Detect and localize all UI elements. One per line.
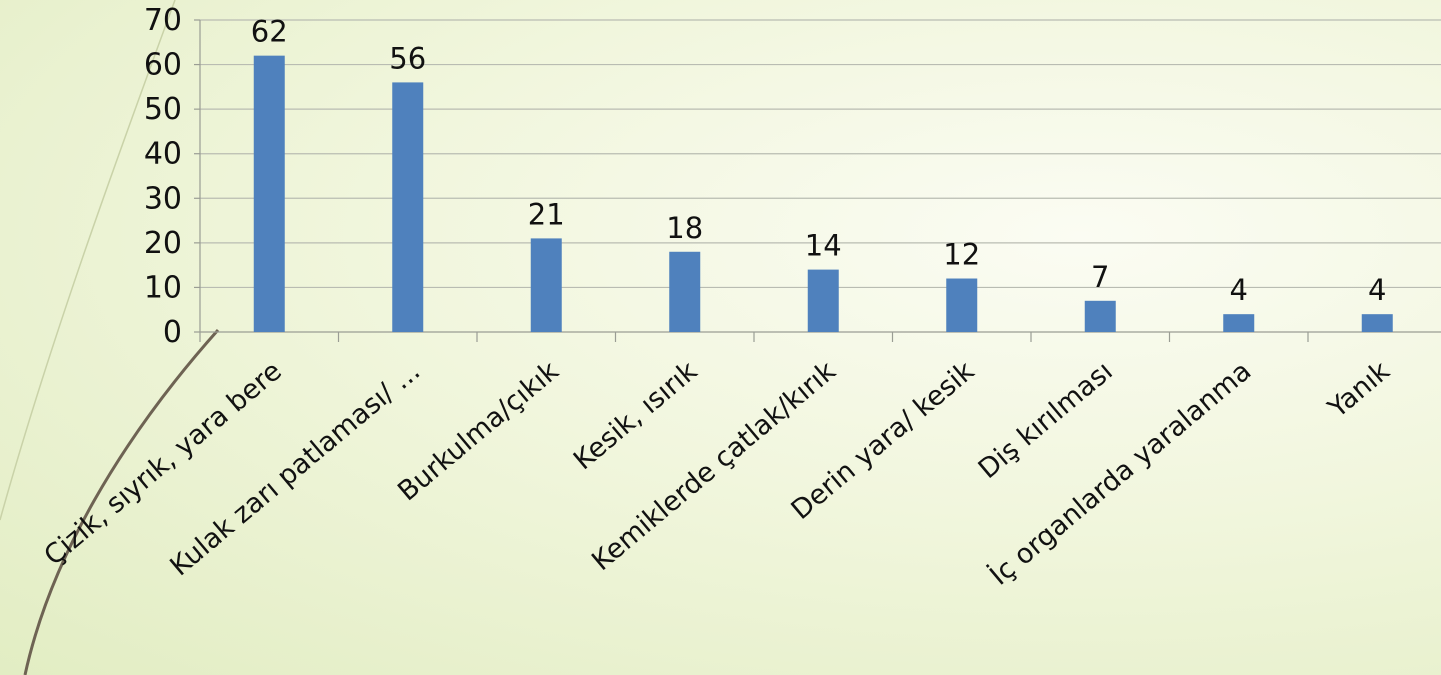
bar [1223,314,1255,332]
bar [1084,300,1116,332]
decorative-curve-thin [0,0,176,521]
bar [946,278,978,332]
bar [530,238,562,332]
bar [807,269,839,332]
category-label: Yanık [1322,355,1396,424]
y-tick-label: 20 [144,226,182,261]
bar [392,82,424,333]
data-label: 14 [805,229,842,263]
category-label: Diş kırılması [973,356,1119,486]
data-labels: 62 56 21 18 14 12 7 4 4 [251,15,1387,308]
category-label: Kulak zarı patlaması/ ... [164,356,426,583]
data-label: 12 [943,238,980,272]
y-tick-label: 0 [163,315,182,350]
y-tick-label: 10 [144,270,182,305]
y-tick-label: 30 [144,181,182,216]
data-label: 4 [1368,273,1386,307]
bar [1361,314,1393,332]
decorative-curve-dark [23,329,220,675]
y-tick-label: 50 [144,92,182,127]
data-label: 4 [1230,273,1248,307]
bar [669,251,701,332]
category-label: Kesik, ısırık [568,355,704,476]
category-label: Kemiklerde çatlak/kırık [586,355,842,577]
bars [253,55,1393,333]
category-label: Çizik, sıyrık, yara bere [38,356,287,572]
data-label: 62 [251,15,288,49]
x-axis [199,331,1441,342]
y-tick-label: 40 [144,137,182,172]
category-label: İç organlarda yaralanma [984,355,1258,592]
data-label: 7 [1091,260,1109,294]
y-tick-label: 70 [144,3,182,38]
data-label: 56 [389,41,426,75]
bar [253,55,285,333]
data-label: 18 [666,211,703,245]
data-label: 21 [528,197,565,231]
y-axis: 0 10 20 30 40 50 60 70 [144,3,201,350]
y-tick-label: 60 [144,48,182,83]
